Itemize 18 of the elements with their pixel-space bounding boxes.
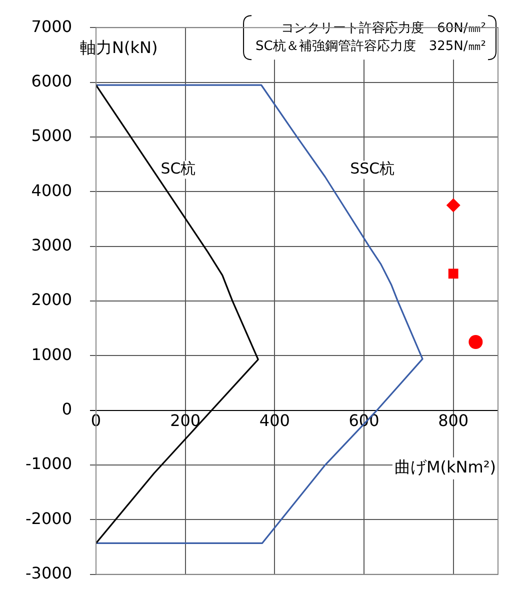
y-tick-label: -2000 bbox=[26, 508, 72, 528]
y-tick-label: -3000 bbox=[26, 564, 72, 583]
y-axis-title: 軸力N(kN) bbox=[80, 38, 158, 57]
point bbox=[448, 268, 458, 279]
series-label: SC杭 bbox=[160, 160, 196, 178]
point bbox=[446, 198, 460, 212]
y-tick-label: 2000 bbox=[31, 290, 72, 310]
y-tick-label: 4000 bbox=[31, 180, 72, 200]
point bbox=[468, 335, 483, 350]
annotation: SC杭＆補強鋼管許容応力度 325N/㎜² bbox=[256, 38, 486, 54]
y-tick-label: -1000 bbox=[26, 454, 72, 474]
x-axis-title: 曲げM(kNm²) bbox=[394, 458, 496, 477]
y-tick-label: 7000 bbox=[31, 16, 72, 36]
y-tick-label: 6000 bbox=[31, 71, 72, 90]
y-tick-label: 5000 bbox=[31, 126, 72, 146]
y-tick-label: 3000 bbox=[31, 235, 72, 254]
series-label: SSC杭 bbox=[350, 160, 395, 178]
y-tick-label: 1000 bbox=[31, 344, 72, 364]
